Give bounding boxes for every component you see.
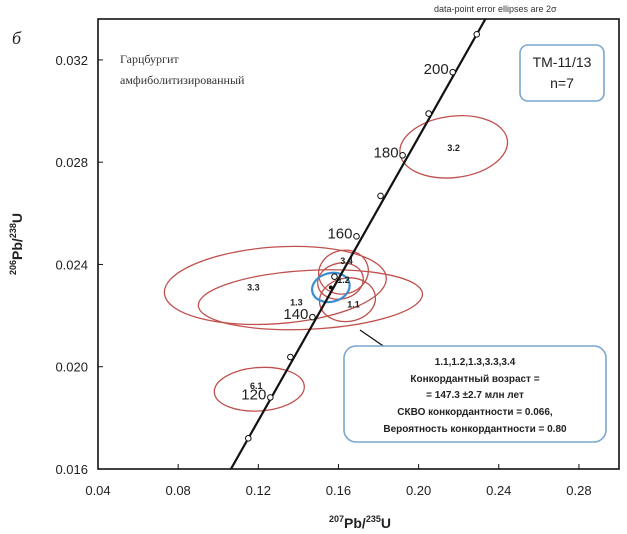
x-tick-label: 0.24 (486, 483, 511, 498)
concordia-age-label-200: 200 (424, 61, 449, 78)
x-tick-label: 0.12 (246, 483, 271, 498)
concordia-age-marker (267, 394, 274, 401)
sample-id: TM-11/13 (533, 54, 592, 70)
y-tick-label: 0.016 (55, 462, 88, 477)
concordia-age-marker (449, 68, 456, 76)
y-axis-title: 206Pb/238U (8, 213, 25, 275)
plot-frame (97, 18, 620, 470)
rock-name-line2: амфиболитизированный (120, 73, 245, 87)
concordia-age-label-140: 140 (283, 306, 308, 323)
error-ellipse-1-2 (316, 262, 364, 300)
y-tick-label: 0.024 (55, 257, 88, 272)
ellipse-label-1-1: 1.1 (347, 300, 360, 310)
concordia-age-label-160: 160 (327, 225, 352, 242)
error-ellipse-1-3 (197, 269, 424, 331)
ellipse-label-6-1: 6.1 (250, 381, 263, 391)
concordia-age-label-120: 120 (241, 386, 266, 403)
concordia-age-marker (377, 192, 384, 200)
concordia-age-point (328, 285, 333, 290)
error-ellipse-3-4 (317, 249, 369, 295)
x-tick-label: 0.28 (566, 483, 591, 498)
result-line-3: = 147.3 ±2.7 млн лет (426, 390, 524, 401)
error-ellipse-1-1 (318, 277, 377, 323)
x-tick-label: 0.04 (85, 483, 110, 498)
concordia-age-marker (331, 273, 338, 281)
concordia-curve (229, 19, 487, 469)
y-tick-label: 0.032 (55, 53, 88, 68)
ellipse-label-1-2: 1.2 (337, 275, 350, 285)
x-tick-label: 0.16 (326, 483, 351, 498)
y-tick-label: 0.020 (55, 360, 88, 375)
concordia-age-ellipse (310, 271, 351, 304)
ellipse-note: data-point error ellipses are 2σ (434, 4, 557, 14)
concordia-age-marker (473, 31, 481, 38)
result-line-2: Конкордантный возраст = (410, 374, 539, 385)
y-tick-label: 0.028 (55, 155, 88, 170)
concordia-age-marker (399, 151, 406, 159)
concordia-age-marker (287, 353, 294, 361)
concordia-age-label-180: 180 (374, 144, 399, 161)
result-line-4: СКВО конкордантности = 0.066, (397, 407, 553, 418)
error-ellipse-6-1 (213, 366, 305, 412)
concordia-age-marker (244, 435, 252, 442)
x-tick-label: 0.20 (406, 483, 431, 498)
ellipse-label-3-2: 3.2 (447, 143, 460, 153)
ellipse-label-3-4: 3.4 (340, 256, 353, 266)
rock-name-line1: Гарцбургит (120, 52, 179, 66)
error-ellipse-3-3 (163, 245, 387, 326)
result-box (343, 345, 607, 443)
x-tick-label: 0.08 (165, 483, 190, 498)
sample-n: n=7 (550, 75, 574, 91)
ellipse-label-1-3: 1.3 (290, 298, 303, 308)
panel-label: б (12, 28, 22, 48)
concordia-age-marker (309, 313, 316, 321)
concordia-age-marker (353, 233, 360, 240)
concordia-age-marker (425, 110, 432, 117)
result-line-1: 1.1,1.2,1.3,3.3,3.4 (435, 357, 516, 368)
x-axis-title: 207Pb/235U (329, 514, 391, 531)
ellipse-label-3-3: 3.3 (247, 282, 260, 292)
sample-box (519, 44, 605, 102)
result-line-5: Вероятность конкордантности = 0.80 (383, 424, 567, 435)
